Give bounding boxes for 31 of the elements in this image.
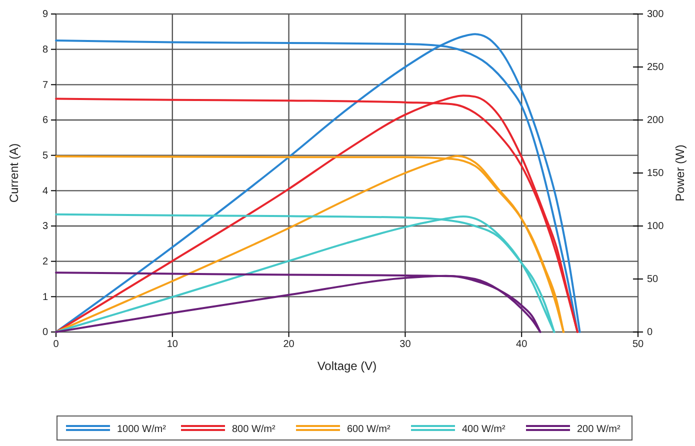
y-tick-label: 1 — [42, 292, 48, 303]
y-axis-title: Current (A) — [7, 143, 21, 203]
legend-label: 200 W/m² — [577, 424, 622, 435]
legend-label: 600 W/m² — [347, 424, 392, 435]
y2-tick-label: 250 — [647, 62, 664, 74]
legend-label: 1000 W/m² — [117, 424, 167, 435]
x-tick-label: 40 — [516, 339, 528, 350]
y2-tick-label: 300 — [647, 9, 664, 20]
y-tick-label: 8 — [42, 44, 48, 56]
y-tick-label: 4 — [42, 186, 48, 197]
y-tick-label: 6 — [42, 115, 48, 126]
y2-tick-label: 150 — [647, 168, 664, 180]
y-tick-label: 2 — [42, 256, 48, 268]
y2-tick-label: 100 — [647, 221, 664, 232]
y2-tick-label: 0 — [647, 327, 653, 338]
x-axis-title: Voltage (V) — [317, 359, 377, 373]
y2-tick-label: 200 — [647, 115, 664, 126]
legend-label: 800 W/m² — [232, 424, 276, 435]
y2-axis-title: Power (W) — [673, 144, 687, 202]
x-tick-label: 30 — [400, 339, 412, 350]
y2-tick-label: 50 — [647, 274, 659, 286]
y-tick-label: 0 — [42, 327, 48, 338]
legend-label: 400 W/m² — [462, 424, 506, 435]
x-tick-label: 0 — [53, 339, 60, 350]
x-tick-label: 20 — [283, 339, 295, 350]
y-tick-label: 7 — [42, 80, 48, 91]
y-tick-label: 5 — [42, 150, 48, 162]
x-tick-label: 10 — [166, 339, 178, 350]
y-tick-label: 3 — [42, 221, 48, 232]
y-tick-label: 9 — [42, 9, 48, 20]
x-tick-label: 50 — [632, 339, 644, 350]
